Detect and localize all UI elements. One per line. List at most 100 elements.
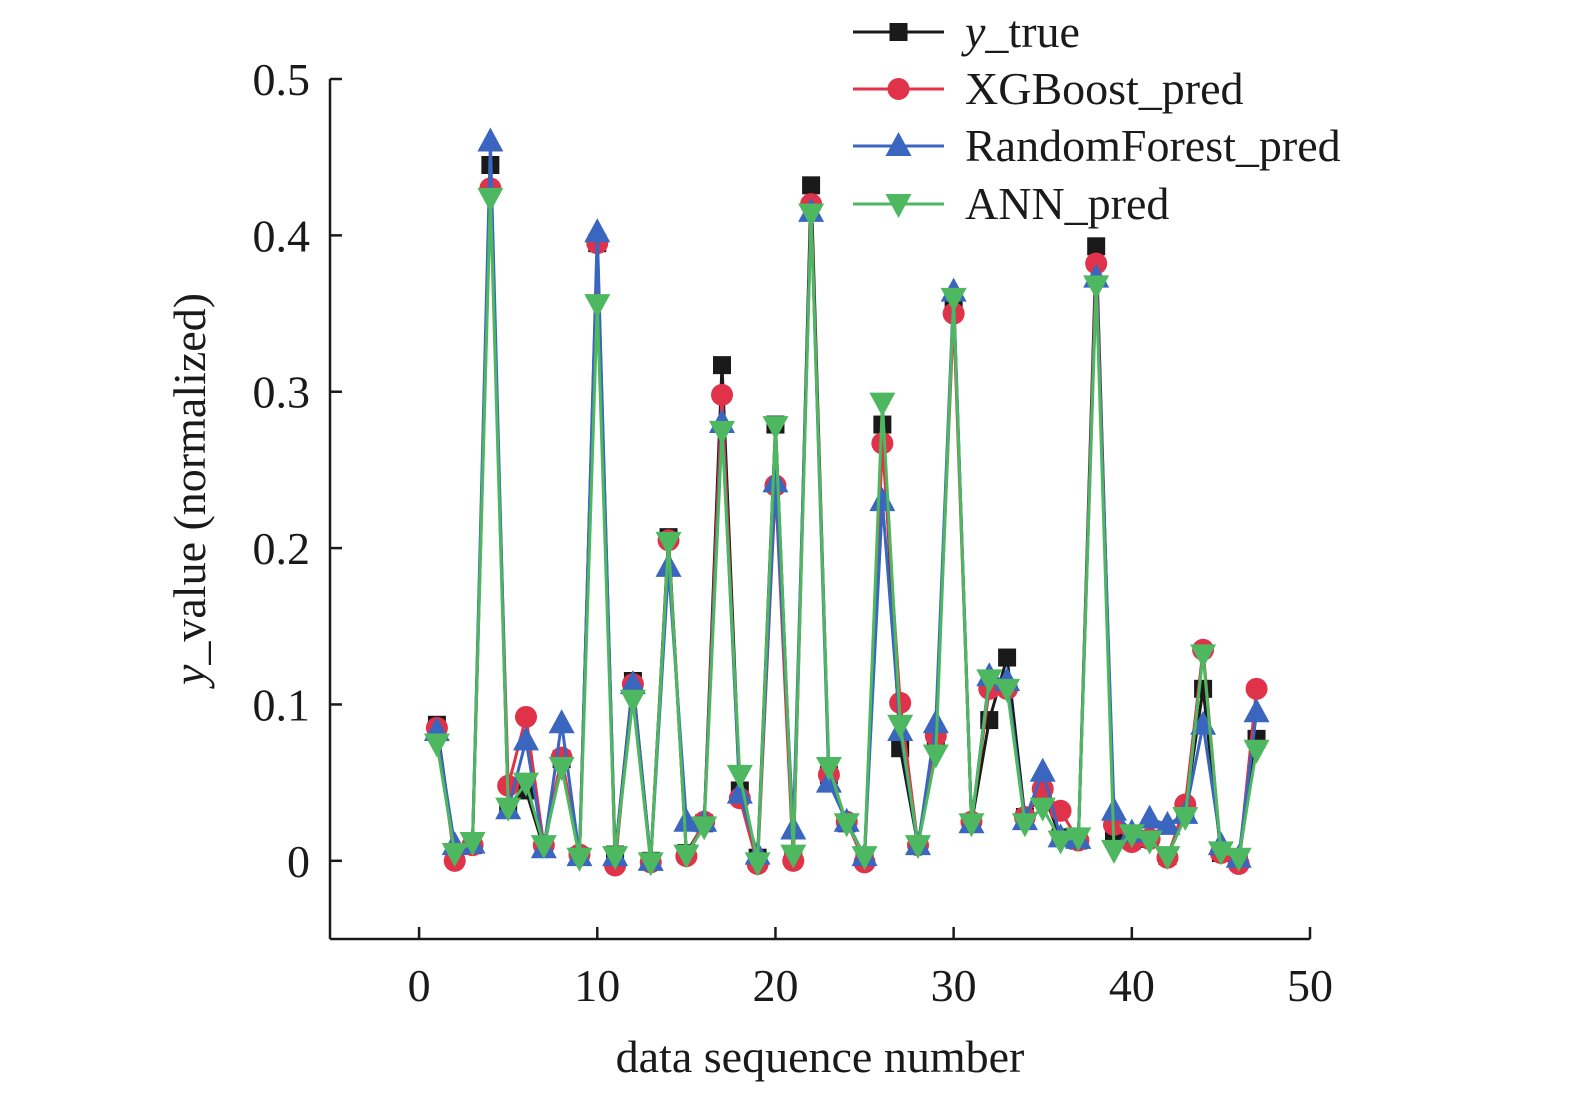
legend-item: XGBoost_pred	[853, 63, 1244, 114]
data-point	[1190, 644, 1217, 669]
data-point	[1083, 275, 1110, 300]
data-point	[869, 487, 896, 512]
data-point	[994, 678, 1021, 703]
data-point	[709, 420, 735, 445]
data-point	[976, 669, 1003, 694]
data-point	[673, 844, 700, 869]
data-point	[1085, 252, 1108, 275]
data-point	[1154, 846, 1181, 871]
data-point	[1154, 810, 1181, 835]
legend-marker	[889, 23, 908, 41]
x-tick-label: 20	[752, 960, 798, 1011]
data-point	[619, 670, 646, 695]
data-point	[602, 846, 629, 871]
data-point	[584, 294, 611, 319]
series-1	[425, 177, 1268, 877]
data-point	[584, 218, 611, 243]
y-tick-label: 0.4	[253, 210, 311, 261]
data-point	[998, 648, 1017, 667]
data-point	[1047, 830, 1074, 855]
data-point	[495, 797, 522, 822]
data-point	[726, 764, 753, 789]
data-point	[869, 392, 896, 417]
data-point	[566, 847, 593, 872]
data-point	[1029, 757, 1056, 782]
data-point	[459, 832, 486, 857]
data-point	[1225, 847, 1252, 872]
data-point	[815, 757, 842, 781]
data-point	[744, 852, 771, 877]
data-point	[619, 689, 646, 714]
data-point	[1243, 739, 1270, 764]
data-point	[441, 843, 468, 867]
x-tick-label: 30	[931, 960, 977, 1011]
data-point	[530, 835, 557, 860]
data-point	[1243, 698, 1270, 723]
legend-item: ANN_pred	[853, 178, 1169, 229]
legend-item: y_true	[853, 6, 1080, 57]
data-point	[762, 416, 789, 441]
x-tick-label: 50	[1287, 960, 1333, 1011]
data-point	[637, 852, 664, 877]
data-point	[871, 432, 894, 455]
data-point	[1172, 807, 1199, 832]
data-point	[1087, 237, 1106, 256]
x-tick-label: 0	[408, 960, 431, 1011]
data-point	[515, 705, 537, 728]
data-point	[887, 714, 914, 739]
data-point	[1207, 841, 1234, 866]
data-point	[798, 203, 825, 228]
data-point	[1118, 824, 1145, 849]
data-point	[548, 709, 575, 734]
y-ticks: 0 0.1 0.2 0.3 0.4 0.5	[253, 54, 342, 887]
data-point	[1136, 830, 1163, 855]
data-point	[802, 176, 821, 195]
data-point	[713, 356, 731, 375]
x-tick-label: 40	[1109, 960, 1155, 1011]
x-ticks: 0 10 20 30 40 50	[408, 927, 1333, 1011]
data-point	[1101, 839, 1127, 864]
data-point	[726, 779, 753, 804]
data-point	[780, 844, 807, 869]
data-point	[1245, 677, 1268, 700]
legend: y_true XGBoost_pred RandomForest_pred ANN_p…	[853, 6, 1341, 229]
data-point	[691, 816, 718, 841]
data-point	[940, 287, 967, 312]
x-tick-label: 10	[574, 960, 620, 1011]
data-point	[762, 468, 789, 493]
legend-item: RandomForest_pred	[853, 120, 1341, 171]
series-3	[423, 187, 1270, 877]
data-point	[673, 807, 700, 832]
y-axis-title: y_value (normalized)	[164, 293, 215, 689]
legend-marker	[887, 78, 910, 100]
legend-label: RandomForest_pred	[965, 120, 1341, 171]
series-layer	[423, 127, 1270, 877]
y-tick-label: 0.1	[253, 679, 311, 730]
legend-marker	[885, 194, 912, 218]
legend-label: XGBoost_pred	[965, 63, 1244, 114]
data-point	[548, 757, 575, 781]
y-tick-label: 0.3	[253, 367, 311, 418]
y-tick-label: 0.5	[253, 54, 311, 105]
data-point	[655, 531, 682, 556]
axes	[328, 79, 1310, 941]
legend-marker	[885, 132, 912, 156]
x-axis-title: data sequence number	[616, 1031, 1025, 1082]
data-point	[513, 772, 539, 797]
data-point	[711, 383, 733, 406]
data-point	[922, 744, 949, 769]
y-tick-label: 0.2	[253, 523, 311, 574]
legend-label: y_true	[961, 6, 1080, 57]
data-point	[958, 813, 985, 838]
data-point	[513, 726, 539, 751]
data-point	[1029, 797, 1056, 822]
data-point	[1136, 804, 1163, 829]
data-point	[477, 127, 504, 152]
data-point	[833, 813, 860, 838]
data-point	[851, 846, 878, 871]
y-axis-title-rest: _value (normalized)	[164, 293, 215, 666]
legend-label: ANN_pred	[965, 178, 1169, 229]
data-point	[423, 733, 450, 758]
y-axis-title-italic: y	[164, 664, 215, 689]
